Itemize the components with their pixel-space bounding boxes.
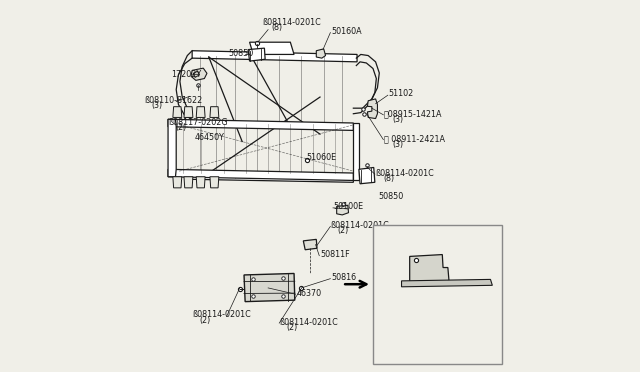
Text: 50811F: 50811F <box>320 250 349 259</box>
Polygon shape <box>196 177 205 188</box>
Text: ß08114-0201C: ß08114-0201C <box>330 221 389 230</box>
Text: (8): (8) <box>272 23 283 32</box>
Polygon shape <box>168 119 176 177</box>
Polygon shape <box>248 48 265 61</box>
Polygon shape <box>192 171 353 182</box>
Text: ß08110-81622: ß08110-81622 <box>144 96 202 105</box>
Text: FROM FEB.'81: FROM FEB.'81 <box>376 341 429 350</box>
Text: ß08114-0201C: ß08114-0201C <box>376 169 435 177</box>
Text: (2): (2) <box>200 316 211 325</box>
Polygon shape <box>210 107 219 118</box>
Text: (2): (2) <box>287 323 298 332</box>
Text: 51102: 51102 <box>388 89 414 98</box>
Text: (8): (8) <box>383 174 394 183</box>
Polygon shape <box>173 107 182 118</box>
FancyBboxPatch shape <box>373 225 502 364</box>
Text: (3): (3) <box>152 101 163 110</box>
Text: 50850: 50850 <box>378 192 404 201</box>
Polygon shape <box>192 51 357 62</box>
Polygon shape <box>184 107 193 118</box>
Text: 51060E: 51060E <box>307 153 337 161</box>
Polygon shape <box>196 107 205 118</box>
Text: ß08114-0201C: ß08114-0201C <box>279 318 338 327</box>
Polygon shape <box>244 273 295 302</box>
Text: ß08114-0201C: ß08114-0201C <box>376 232 430 238</box>
Text: (2): (2) <box>338 226 349 235</box>
Text: ß08114-0201C: ß08114-0201C <box>192 311 251 320</box>
Text: 17202Y: 17202Y <box>171 70 201 78</box>
Polygon shape <box>410 254 449 283</box>
Polygon shape <box>250 42 294 54</box>
Text: 50816: 50816 <box>331 273 356 282</box>
Text: 50850: 50850 <box>228 49 253 58</box>
Text: (2): (2) <box>175 123 187 132</box>
Polygon shape <box>337 205 349 215</box>
Text: (3): (3) <box>392 140 403 149</box>
Text: 50811: 50811 <box>432 234 458 244</box>
Polygon shape <box>193 71 200 77</box>
Polygon shape <box>367 99 378 119</box>
Polygon shape <box>173 177 182 188</box>
Text: 50160A: 50160A <box>331 26 362 36</box>
Text: ß08117-0202G: ß08117-0202G <box>168 118 228 127</box>
Text: (3): (3) <box>392 115 403 124</box>
Polygon shape <box>316 49 326 58</box>
Polygon shape <box>359 167 375 184</box>
Polygon shape <box>353 123 359 180</box>
Polygon shape <box>191 68 207 80</box>
Text: 50100E: 50100E <box>333 202 364 211</box>
Text: Ⓝ 08911-2421A: Ⓝ 08911-2421A <box>384 134 445 143</box>
Polygon shape <box>168 169 353 180</box>
Polygon shape <box>303 239 317 250</box>
Polygon shape <box>210 177 219 188</box>
Polygon shape <box>184 177 193 188</box>
Text: ß08114-0201C: ß08114-0201C <box>262 18 321 27</box>
Polygon shape <box>401 279 492 287</box>
Text: 46450Y: 46450Y <box>195 132 225 142</box>
Text: ^500C00-0: ^500C00-0 <box>411 353 449 359</box>
Polygon shape <box>168 119 353 131</box>
Text: 46370: 46370 <box>296 289 321 298</box>
Text: (2): (2) <box>384 238 394 244</box>
Text: ⓜ08915-1421A: ⓜ08915-1421A <box>384 109 442 118</box>
